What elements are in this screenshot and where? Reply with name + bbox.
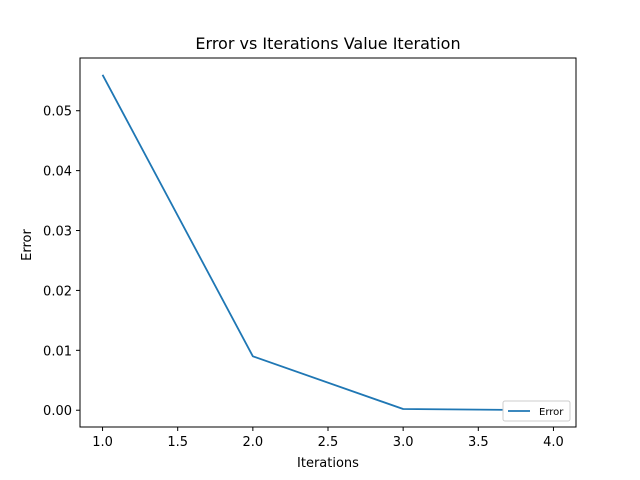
x-tick-label: 3.0 bbox=[393, 435, 414, 450]
y-tick-label: 0.01 bbox=[43, 344, 72, 359]
x-tick-label: 1.0 bbox=[92, 435, 113, 450]
legend-box bbox=[502, 400, 571, 422]
y-axis-label: Error bbox=[20, 229, 35, 261]
x-axis: 1.0 1.5 2.0 2.5 3.0 3.5 4.0 bbox=[92, 427, 564, 450]
x-tick-label: 2.5 bbox=[318, 435, 339, 450]
x-tick-label: 1.5 bbox=[167, 435, 188, 450]
y-tick-label: 0.02 bbox=[43, 284, 72, 299]
series-line-error bbox=[101, 74, 554, 412]
y-tick-label: 0.05 bbox=[43, 105, 72, 120]
x-tick-label: 3.5 bbox=[468, 435, 489, 450]
legend: Error bbox=[502, 400, 571, 422]
chart-title: Error vs Iterations Value Iteration bbox=[195, 34, 460, 53]
y-tick-label: 0.00 bbox=[43, 404, 72, 419]
y-axis: 0.00 0.01 0.02 0.03 0.04 0.05 bbox=[43, 105, 80, 419]
x-tick-label: 4.0 bbox=[543, 435, 564, 450]
x-axis-label: Iterations bbox=[297, 456, 359, 471]
y-tick-label: 0.03 bbox=[43, 225, 72, 240]
y-tick-label: 0.04 bbox=[43, 165, 72, 180]
x-tick-label: 2.0 bbox=[243, 435, 264, 450]
legend-label-error: Error bbox=[539, 407, 564, 418]
